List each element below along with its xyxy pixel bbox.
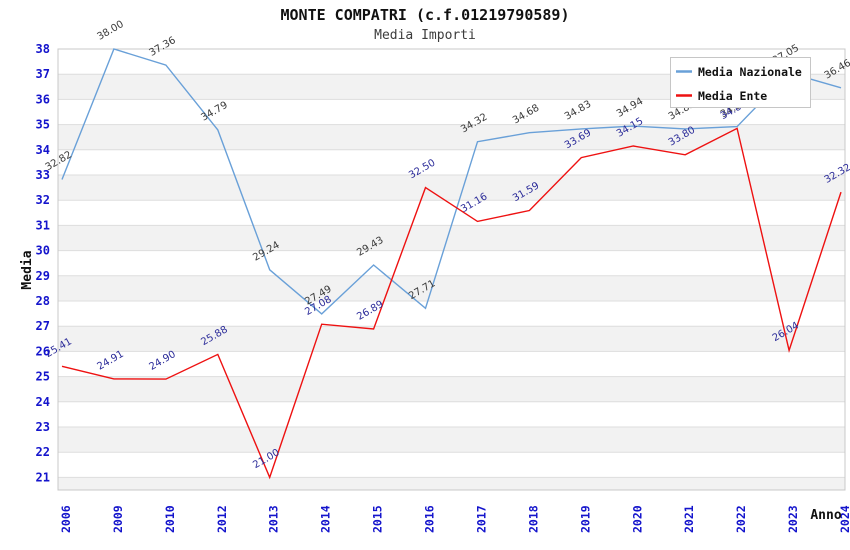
y-tick-label: 35 [36, 118, 50, 132]
plot-band [58, 250, 845, 276]
y-tick-label: 22 [36, 445, 50, 459]
x-tick-label: 2009 [111, 505, 125, 533]
x-tick-label: 2019 [578, 505, 592, 533]
plot-band [58, 477, 845, 490]
plot-band [58, 326, 845, 352]
x-tick-label: 2013 [267, 505, 281, 533]
y-axis-tick-labels: 21 22 23 24 25 26 27 28 29 30 31 32 33 34 35 36 37 38 [36, 42, 50, 484]
legend-label-media-ente: Media Ente [698, 89, 767, 103]
series-lines [61, 48, 842, 480]
y-tick-label: 31 [36, 218, 50, 232]
plot-band [58, 401, 845, 427]
plot-band [58, 301, 845, 327]
x-tick-label: 2016 [423, 505, 437, 533]
x-tick-label: 2023 [786, 505, 800, 533]
plot-band [58, 175, 845, 201]
x-tick-label: 2010 [163, 505, 177, 533]
x-tick-label: 2006 [59, 505, 73, 533]
y-tick-label: 32 [36, 193, 50, 207]
legend-box [670, 57, 811, 108]
y-tick-label: 29 [36, 269, 50, 283]
series-line-media-nazionale [61, 48, 842, 315]
y-axis-title: Media [20, 250, 35, 289]
x-tick-label: 2018 [526, 505, 540, 533]
data-point-label: 38.00 [95, 19, 125, 43]
y-tick-label: 37 [36, 67, 50, 81]
x-tick-label: 2022 [734, 505, 748, 533]
y-tick-label: 28 [36, 294, 50, 308]
plot-band [58, 376, 845, 402]
plot-band [58, 427, 845, 453]
x-axis-tick-labels: 2006 2009 2010 2012 2013 2014 2015 2016 2017 2018… [59, 505, 850, 533]
chart-subtitle: Media Importi [374, 28, 476, 43]
x-tick-label: 2014 [319, 505, 333, 533]
x-tick-label: 2024 [838, 505, 850, 533]
x-tick-label: 2017 [475, 505, 489, 533]
plot-band [58, 351, 845, 377]
y-tick-label: 25 [36, 370, 50, 384]
y-tick-label: 26 [36, 344, 50, 358]
x-tick-label: 2020 [630, 505, 644, 533]
y-tick-label: 24 [36, 395, 50, 409]
y-tick-label: 38 [36, 42, 50, 56]
chart-title: MONTE COMPATRI (c.f.01219790589) [281, 6, 570, 24]
plot-band [58, 124, 845, 150]
legend: Media Nazionale Media Ente [670, 57, 811, 108]
y-tick-label: 21 [36, 470, 50, 484]
y-tick-label: 33 [36, 168, 50, 182]
y-tick-label: 30 [36, 244, 50, 258]
plot-band [58, 275, 845, 301]
plot-band [58, 149, 845, 175]
y-tick-label: 34 [36, 143, 50, 157]
x-tick-label: 2021 [682, 505, 696, 533]
x-axis-title: Anno [810, 508, 841, 523]
plot-band [58, 452, 845, 478]
x-tick-label: 2015 [371, 505, 385, 533]
y-tick-label: 36 [36, 92, 50, 106]
plot-band [58, 225, 845, 251]
y-tick-label: 27 [36, 319, 50, 333]
x-tick-label: 2012 [215, 505, 229, 533]
plot-border [57, 48, 846, 491]
series-line-media-ente [61, 127, 842, 480]
y-tick-label: 23 [36, 420, 50, 434]
legend-label-media-nazionale: Media Nazionale [698, 65, 802, 79]
